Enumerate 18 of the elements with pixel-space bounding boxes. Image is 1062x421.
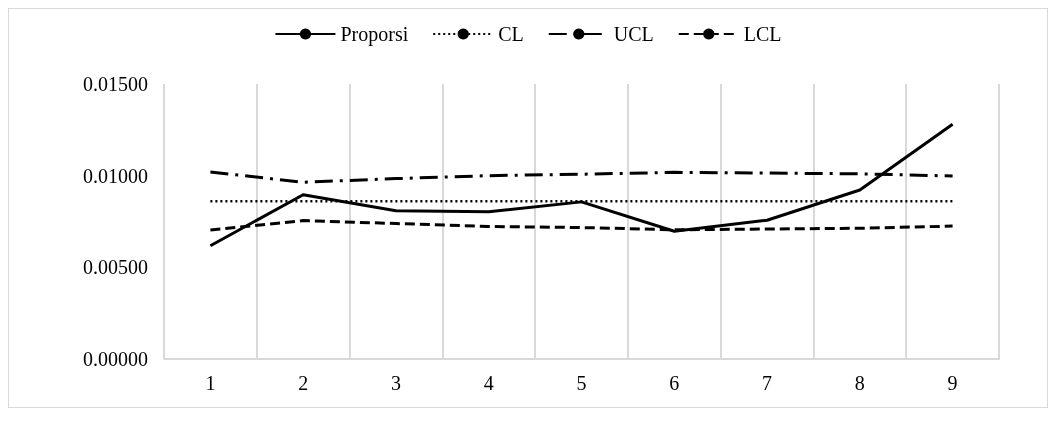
legend-label: Proporsi [340,23,409,46]
x-tick-label: 9 [947,372,958,394]
x-tick-label: 1 [205,372,216,394]
y-tick-label: 0.00500 [83,256,148,279]
y-tick-label: 0.00000 [83,348,148,370]
x-tick-label: 8 [854,372,865,394]
y-tick-label: 0.01500 [83,73,148,95]
x-tick-label: 7 [762,372,773,394]
x-tick-label: 3 [390,372,401,394]
x-tick-label: 5 [576,372,587,394]
x-tick-label: 6 [669,372,680,394]
line-series [208,122,955,248]
legend-label: UCL [613,23,654,45]
x-tick-label: 2 [298,372,309,394]
legend-label: CL [498,23,524,45]
legend-label: LCL [743,23,782,45]
y-tick-label: 0.01000 [83,164,148,187]
x-tick-label: 4 [483,372,494,394]
